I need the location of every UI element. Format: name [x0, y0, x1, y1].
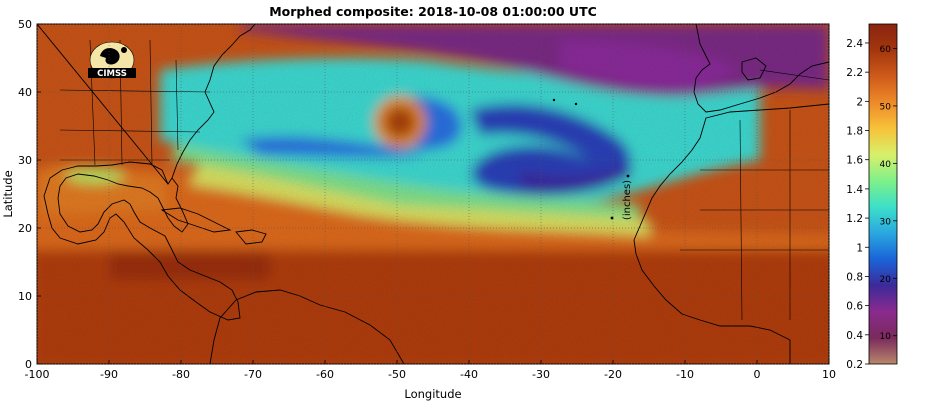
cimss-logo: CIMSS [88, 41, 136, 79]
y-tick-label: 20 [18, 222, 32, 235]
colorbar-left-tick-label: 1.8 [846, 126, 863, 138]
colorbar-left-tick-label: 1.2 [846, 213, 863, 225]
colorbar-right-tick-label: 60 [880, 45, 892, 55]
y-tick-label: 40 [18, 86, 32, 99]
europe-land [693, 24, 829, 113]
colorbar-gradient [868, 23, 898, 365]
logo-text: CIMSS [97, 69, 127, 79]
y-tick-label: 10 [18, 290, 32, 303]
x-tick-label: -80 [172, 368, 190, 381]
x-tick-label: -10 [676, 368, 694, 381]
colorbar-right-tick-label: 20 [880, 275, 892, 285]
y-tick-label: 0 [25, 358, 32, 371]
colorbar: 0.2 0.4 0.6 0.8 1 1.2 1.4 1.6 1.8 2 2.2 2.4 10 20 30 4… [846, 23, 898, 371]
colorbar-left-tick-label: 0.4 [846, 330, 863, 342]
x-tick-label: -50 [388, 368, 406, 381]
x-tick-label: -100 [25, 368, 50, 381]
x-tick-label: -30 [532, 368, 550, 381]
colorbar-left-tick-label: 1.6 [846, 155, 863, 167]
colorbar-left-tick-label: 1.4 [846, 184, 863, 196]
x-tick-label: 10 [822, 368, 836, 381]
colorbar-left-tick-label: 0.6 [846, 301, 863, 313]
british-isles [741, 57, 767, 81]
cuba-island [160, 207, 232, 233]
colorbar-left-tick-label: 0.2 [846, 359, 863, 371]
x-axis-label: Longitude [404, 387, 461, 401]
colorbar-right-tick-label: 50 [880, 102, 892, 112]
x-tick-label: -70 [244, 368, 262, 381]
x-tick-label: 0 [754, 368, 761, 381]
north-america-land [37, 24, 256, 321]
land [37, 24, 829, 364]
map-title: Morphed composite: 2018-10-08 01:00:00 U… [269, 4, 597, 19]
colorbar-right-tick-label: 40 [880, 160, 892, 170]
colorbar-left-tick-label: 2.4 [846, 38, 863, 50]
colorbar-left-ticks: 0.2 0.4 0.6 0.8 1 1.2 1.4 1.6 1.8 2 2.2 2.4 [846, 38, 869, 371]
colorbar-right-tick-label: 10 [880, 332, 892, 342]
y-tick-label: 50 [18, 18, 32, 31]
x-axis: -100 -90 -80 -70 -60 -50 -40 -30 -20 -10 0 10 [25, 360, 836, 381]
units-label: (inches) [622, 180, 633, 220]
x-tick-label: -60 [316, 368, 334, 381]
y-axis-label: Latitude [1, 170, 15, 217]
x-tick-label: -90 [100, 368, 118, 381]
y-axis: 0 10 20 30 40 50 [18, 18, 41, 371]
africa-land [633, 103, 829, 364]
colorbar-left-tick-label: 1 [856, 242, 863, 254]
hispaniola-island [235, 229, 267, 245]
colorbar-left-tick-label: 0.8 [846, 271, 863, 283]
colorbar-right-tick-label: 30 [880, 217, 892, 227]
map-plot: (inches) CIMSS [37, 24, 829, 364]
y-tick-label: 30 [18, 154, 32, 167]
x-tick-label: -20 [604, 368, 622, 381]
grid-lines [36, 23, 830, 365]
x-tick-label: -40 [460, 368, 478, 381]
colorbar-left-tick-label: 2.2 [846, 67, 863, 79]
colorbar-right-ticks: 10 20 30 40 50 60 [880, 45, 897, 342]
colorbar-left-tick-label: 2 [856, 96, 863, 108]
south-america-land [209, 289, 405, 364]
